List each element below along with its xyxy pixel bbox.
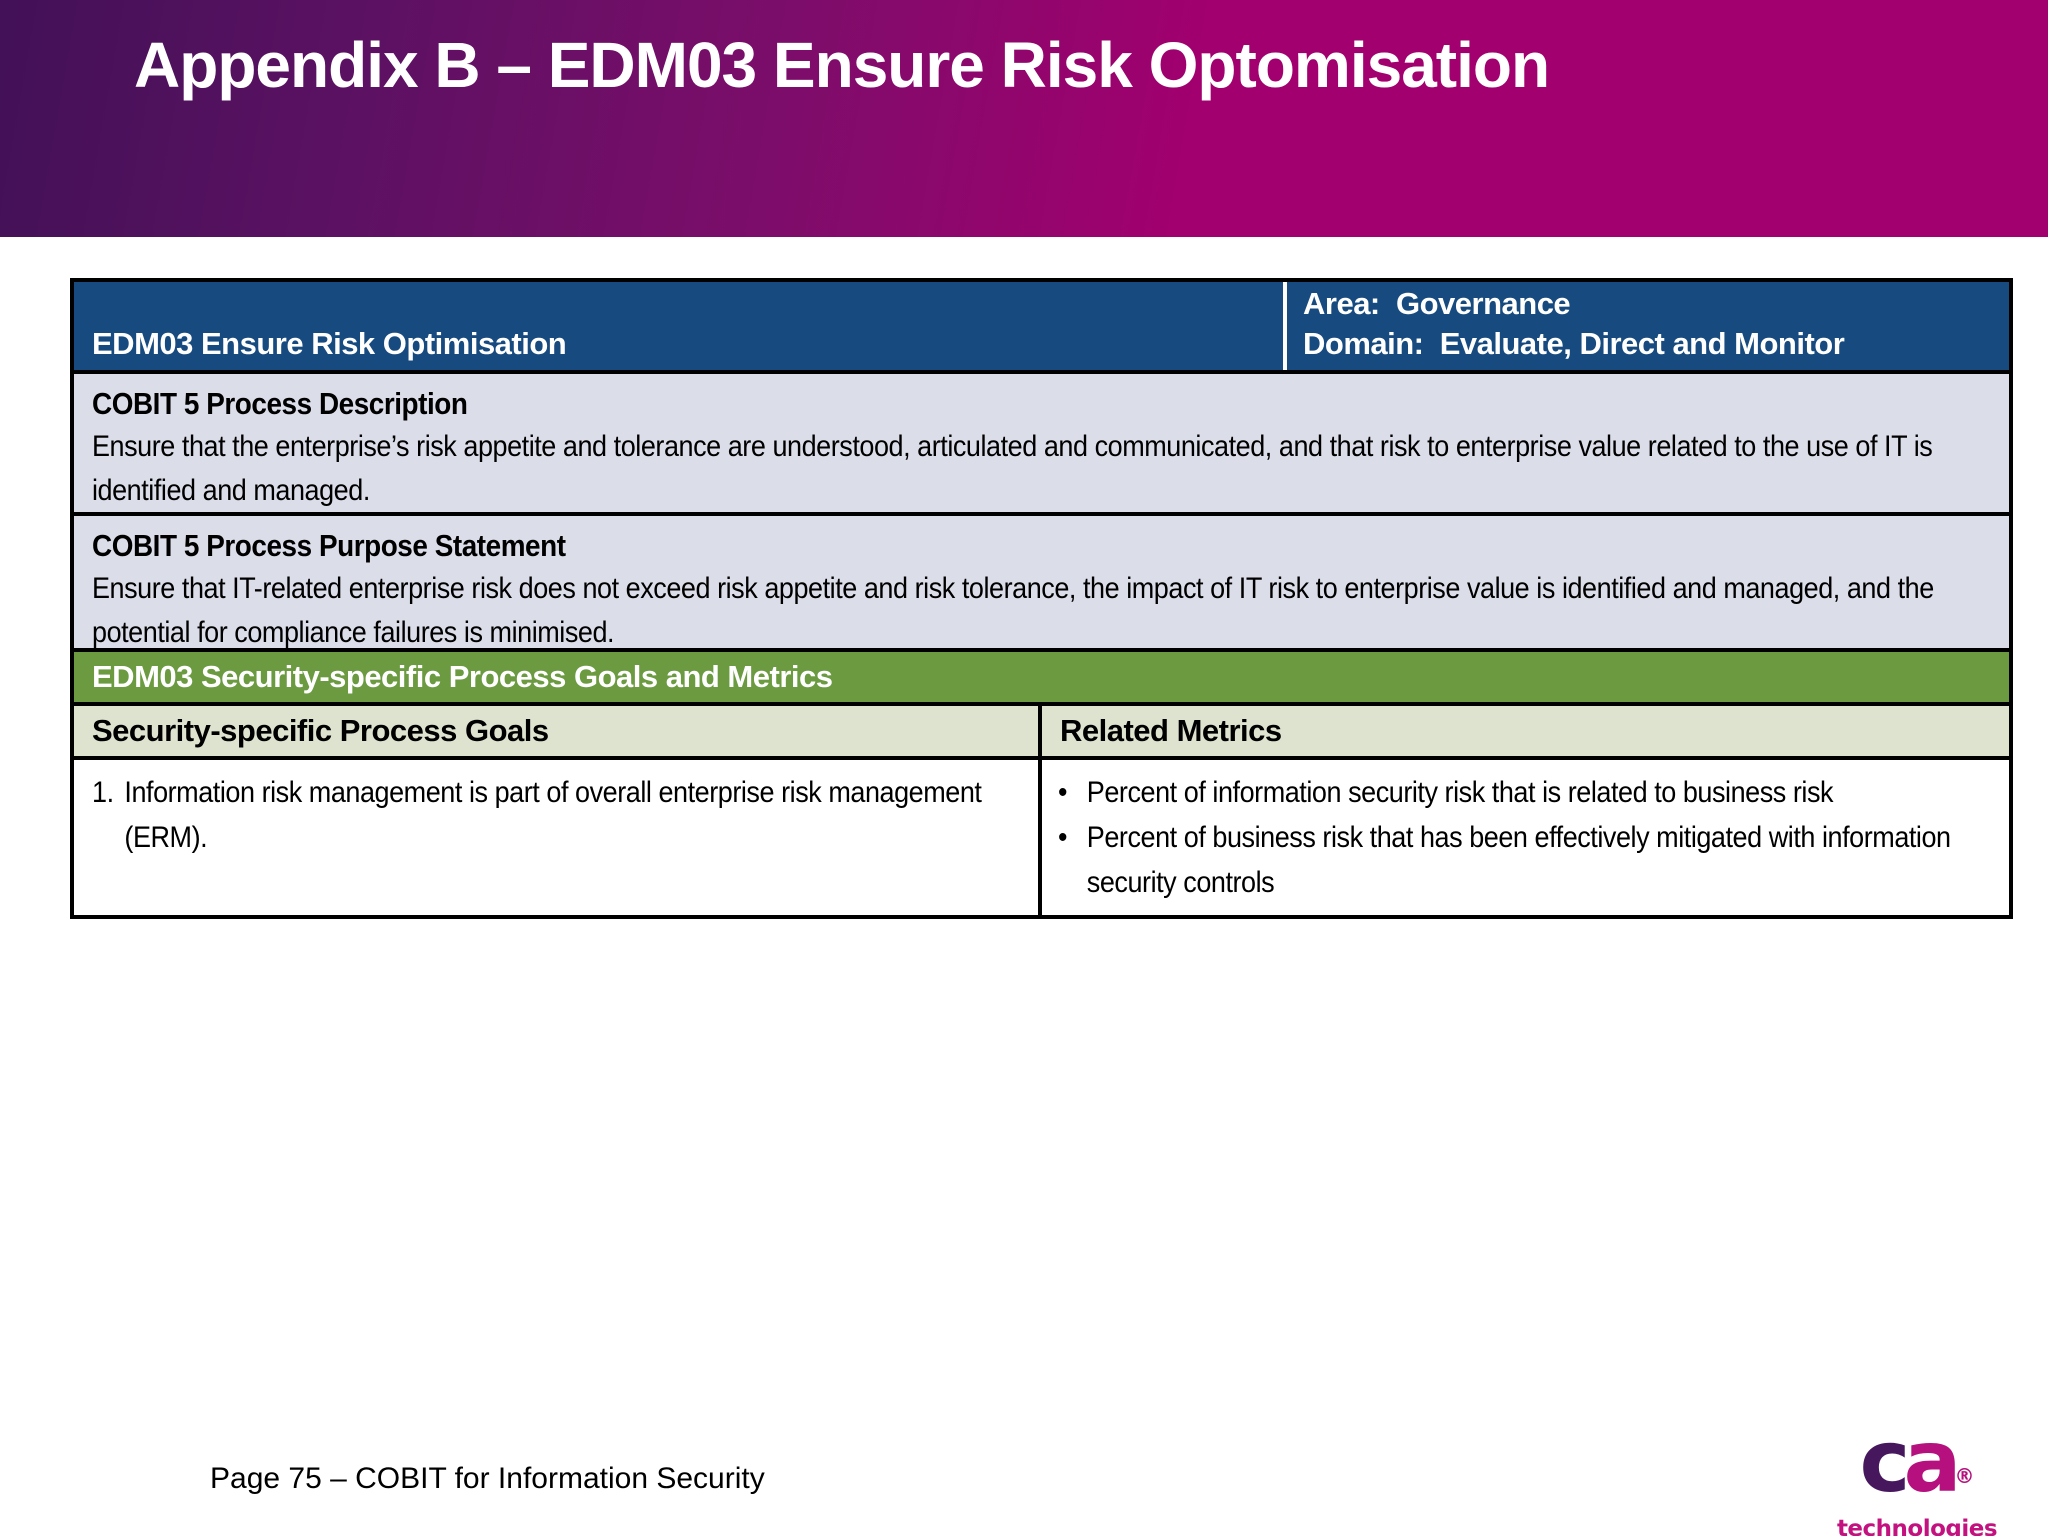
goal-cell: 1. Information risk management is part of… <box>74 760 1042 915</box>
process-description-row: COBIT 5 Process Description Ensure that … <box>74 374 2009 516</box>
title-banner: Appendix B – EDM03 Ensure Risk Optomisat… <box>0 0 2048 237</box>
slide-title: Appendix B – EDM03 Ensure Risk Optomisat… <box>134 29 1550 101</box>
area-line: Area: Governance <box>1303 286 1571 321</box>
page-footer: Page 75 – COBIT for Information Security <box>210 1462 765 1495</box>
metrics-column-header: Related Metrics <box>1042 706 2009 756</box>
metrics-column-header-label: Related Metrics <box>1060 713 1282 748</box>
purpose-body: Ensure that IT-related enterprise risk d… <box>92 572 1934 649</box>
domain-line: Domain: Evaluate, Direct and Monitor <box>1303 326 1845 361</box>
process-purpose-row: COBIT 5 Process Purpose Statement Ensure… <box>74 516 2009 652</box>
goal-text: Information risk management is part of o… <box>124 776 982 854</box>
metric-item: Percent of business risk that has been e… <box>1058 815 1984 905</box>
logo-wordmark: technologies <box>1836 1516 1998 1536</box>
goals-metrics-row: 1. Information risk management is part of… <box>74 760 2009 915</box>
goals-section-banner: EDM03 Security-specific Process Goals an… <box>74 652 2009 706</box>
goals-column-header-row: Security-specific Process Goals Related … <box>74 706 2009 760</box>
cobit-process-table: EDM03 Ensure Risk Optimisation Area: Gov… <box>70 278 2013 919</box>
description-body: Ensure that the enterprise’s risk appeti… <box>92 430 1933 507</box>
process-title-cell: EDM03 Ensure Risk Optimisation <box>74 282 1287 370</box>
metric-item: Percent of information security risk tha… <box>1058 770 1984 815</box>
metrics-cell: Percent of information security risk tha… <box>1042 760 2009 915</box>
registered-mark: ® <box>1954 1464 1975 1488</box>
process-header-row: EDM03 Ensure Risk Optimisation Area: Gov… <box>74 282 2009 374</box>
goals-column-header-label: Security-specific Process Goals <box>92 713 549 748</box>
goal-item: 1. Information risk management is part of… <box>92 770 1013 860</box>
process-title: EDM03 Ensure Risk Optimisation <box>92 326 567 361</box>
goals-section-title: EDM03 Security-specific Process Goals an… <box>92 659 833 694</box>
logo-letter-a: a <box>1903 1412 1961 1512</box>
ca-technologies-logo: ca® technologies <box>1822 1419 2012 1536</box>
logo-letter-c: c <box>1859 1412 1910 1512</box>
ca-logo-icon: ca® <box>1822 1419 2012 1516</box>
goals-column-header: Security-specific Process Goals <box>74 706 1042 756</box>
description-heading: COBIT 5 Process Description <box>92 386 468 421</box>
goal-number: 1. <box>92 776 114 809</box>
metrics-list: Percent of information security risk tha… <box>1058 770 1984 905</box>
purpose-heading: COBIT 5 Process Purpose Statement <box>92 528 566 563</box>
area-domain-cell: Area: Governance Domain: Evaluate, Direc… <box>1287 282 2009 370</box>
